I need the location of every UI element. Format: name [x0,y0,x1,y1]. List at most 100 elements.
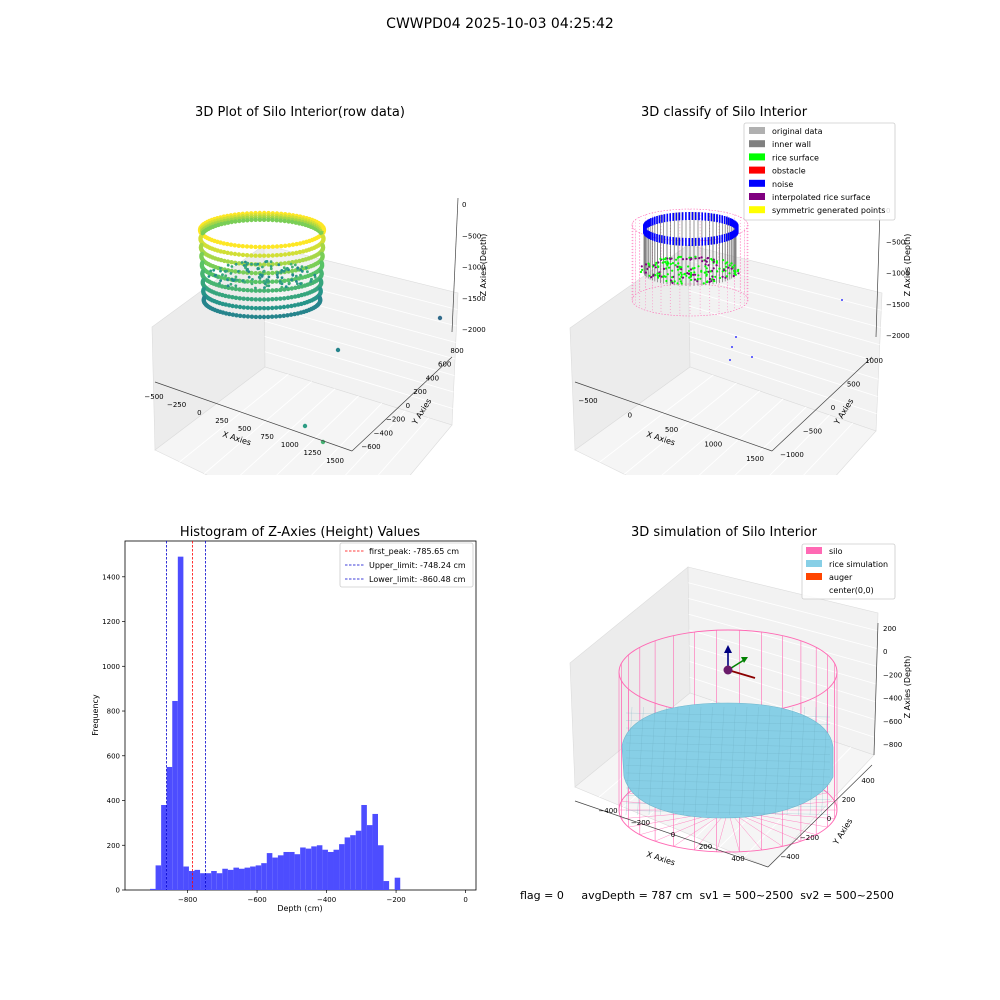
rice-mesh-line [798,706,805,816]
raw-y-tick-5: 400 [426,374,439,382]
simulation-legend: silo rice simulation auger center(0,0) [801,543,896,600]
histogram-bar [172,700,178,890]
sim-y-axis-label: Y Axies [831,817,855,847]
histogram-bar [261,863,267,890]
raw-plot-title: 3D Plot of Silo Interior(row data) [195,105,405,120]
histogram-bar [244,867,251,890]
histogram-y-axis-label: Frequency [91,694,100,736]
simulation-plot-title: 3D simulation of Silo Interior [631,525,818,540]
legend-label: symmetric generated points [772,206,885,215]
status-line: flag = 0 avgDepth = 787 cm sv1 = 500~250… [520,889,894,902]
histogram-y-tick-label: 400 [107,797,120,805]
raw-y-tick-1: −400 [374,429,393,437]
rice-mesh-line [763,706,771,816]
rice-mesh-line [775,706,782,816]
center-marker [723,665,733,675]
legend-swatch [806,547,822,554]
histogram-bar [355,830,362,890]
sim-x-tick-0: −400 [598,807,617,815]
cls-x-tick-1: 0 [628,412,632,420]
raw-y-tick-6: 600 [438,361,451,369]
histogram-x-axis-label: Depth (cm) [277,904,322,913]
rice-mesh-line [729,706,736,816]
noise-point [751,356,753,358]
legend-swatch [749,153,765,161]
legend-label: auger [829,573,853,582]
histogram-bar [222,868,228,890]
histogram-bar [361,804,367,890]
raw-z-tick-0: −2000 [462,326,486,334]
rice-mesh-line [625,712,831,718]
histogram-bar [188,870,195,890]
histogram-bar [294,854,301,890]
rice-mesh-line [625,765,831,770]
histogram-bar [366,825,373,890]
rice-mesh-line [809,706,817,816]
legend-swatch [749,166,765,174]
raw-y-tick-0: −600 [361,443,380,451]
raw-x-tick-1: −250 [167,401,186,409]
rice-mesh-line [625,757,831,763]
rice-mesh-line [821,706,828,816]
histogram-bar [311,846,317,891]
legend-label: interpolated rice surface [772,193,870,202]
histogram-bar [177,556,184,890]
histogram-bar [277,855,284,890]
legend-label: Upper_limit: -748.24 cm [369,561,466,570]
rice-mesh-line [683,706,690,816]
legend-label: inner wall [772,140,811,149]
auger-arrows [723,645,756,679]
raw-y-tick-3: 0 [406,402,410,410]
classify-3d-plot: 3D classify of Silo Interior −500 0 500 100… [569,105,912,475]
sim-x-axis-label: X Axies [645,850,676,868]
cls-z-tick-2: −1000 [886,270,910,278]
legend-label: first_peak: -785.65 cm [369,547,459,556]
rice-mesh-line [660,706,667,816]
classify-legend: original data inner wall rice surface obsta… [743,122,896,221]
raw-x-tick-8: 1500 [326,457,344,465]
rice-mesh-line [625,810,831,815]
raw-z-tick-3: −500 [462,232,481,240]
histogram-bar [233,867,239,890]
sim-z-axis-label: Z Axies (Depth) [903,656,912,719]
auger-y-arrowhead [741,657,748,663]
rice-mesh-line [706,706,713,816]
rice-mesh-line [740,706,748,816]
raw-outlier-point [302,423,308,429]
histogram-bar [305,848,312,890]
raw-x-tick-5: 750 [260,433,273,441]
cls-y-tick-2: 0 [831,404,835,412]
sim-z-tick-5: 200 [883,625,896,633]
raw-y-tick-2: −200 [386,416,405,424]
histogram-x-tick-label: −800 [178,896,197,904]
raw-x-tick-2: 0 [197,409,201,417]
rice-mesh-line [625,772,831,778]
classify-z-axis-label: Z Axies (Depth) [903,234,912,297]
noise-point [731,346,733,348]
simulation-x-tick-labels: −400 −200 0 200 400 [598,807,744,863]
sim-z-tick-2: −400 [883,695,902,703]
sim-z-tick-3: −200 [883,671,902,679]
rice-mesh-line [648,706,656,816]
histogram-bars [150,556,401,891]
raw-x-tick-4: 500 [238,425,251,433]
rice-mesh-line [671,706,679,816]
figure-title: CWWPD04 2025-10-03 04:25:42 [386,16,614,32]
legend-label: silo [829,547,843,556]
histogram-y-tick-label: 800 [107,708,120,716]
histogram-bar [194,869,201,890]
histogram-y-tick-label: 600 [107,752,120,760]
rice-mesh-line [694,706,702,816]
cls-y-tick-1: −500 [803,428,822,436]
rice-mesh-line [786,706,794,816]
raw-z-tick-2: −1000 [462,264,486,272]
cls-x-tick-0: −500 [578,397,597,405]
legend-label: original data [772,127,823,136]
histogram-bar [350,835,356,890]
legend-swatch [749,127,765,134]
sim-x-tick-1: −200 [631,819,650,827]
rice-mesh-line [625,802,831,808]
legend-swatch [806,560,822,567]
raw-y-tick-4: 200 [413,388,426,396]
